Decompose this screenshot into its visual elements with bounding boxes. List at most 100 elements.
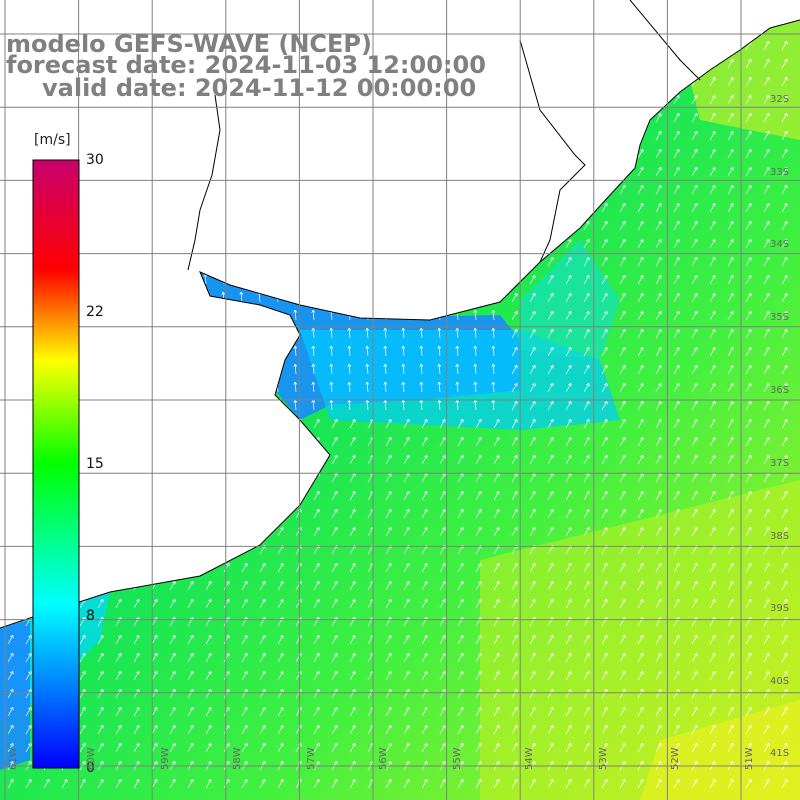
wind-arrow (529, 779, 536, 789)
wind-arrow (637, 95, 644, 105)
wind-arrow (491, 75, 496, 87)
wind-arrow (151, 779, 158, 789)
wind-arrow (241, 473, 248, 483)
wind-arrow (41, 111, 46, 123)
wind-arrow (455, 363, 460, 375)
wind-arrow (421, 653, 428, 663)
wind-arrow (655, 311, 662, 321)
wind-arrow (131, 273, 136, 285)
wind-arrow (547, 779, 554, 789)
wind-arrow (673, 77, 680, 87)
wind-arrow (583, 185, 590, 195)
wind-arrow (257, 183, 262, 195)
wind-arrow (511, 743, 518, 753)
wind-arrow (745, 671, 752, 681)
wind-arrow (349, 491, 356, 501)
wind-arrow (491, 147, 496, 159)
wind-arrow (673, 653, 680, 663)
wind-arrow (23, 147, 28, 159)
wind-arrow (115, 671, 122, 681)
wind-arrow (673, 185, 680, 195)
wind-arrow (403, 455, 410, 465)
colorbar-tick: 8 (86, 608, 95, 624)
wind-arrow (239, 147, 244, 159)
wind-arrow (547, 509, 554, 519)
wind-arrow (583, 95, 590, 105)
wind-arrow (293, 381, 298, 393)
wind-arrow (709, 563, 716, 573)
wind-arrow (115, 437, 122, 447)
wind-arrow (401, 255, 406, 267)
wind-arrow (203, 129, 208, 141)
lat-label: 41S (770, 748, 790, 759)
wind-arrow (455, 291, 460, 303)
wind-arrow (583, 455, 590, 465)
wind-arrow (691, 239, 698, 249)
wind-arrow (473, 219, 478, 231)
wind-arrow (637, 707, 644, 717)
wind-arrow (151, 419, 158, 429)
wind-arrow (691, 743, 698, 753)
wind-arrow (547, 293, 554, 303)
wind-arrow (511, 509, 518, 519)
wind-arrow (709, 221, 716, 231)
wind-arrow (133, 563, 140, 573)
wind-arrow (601, 743, 608, 753)
wind-arrow (637, 743, 644, 753)
wind-arrow (203, 237, 208, 249)
wind-arrow (727, 113, 734, 123)
wind-arrow (529, 671, 536, 681)
wind-arrow (637, 59, 644, 69)
wind-arrow (745, 707, 752, 717)
wind-arrow (311, 309, 316, 321)
wind-arrow (329, 327, 334, 339)
wind-arrow (365, 381, 370, 393)
wind-arrow (709, 599, 716, 609)
wind-arrow (565, 581, 572, 591)
wind-arrow (511, 365, 518, 375)
wind-arrow (133, 653, 140, 663)
wind-arrow (727, 419, 734, 429)
wind-arrow (727, 779, 734, 789)
wind-arrow (529, 41, 536, 51)
lon-label: 60W (86, 747, 97, 770)
wind-arrow (167, 399, 172, 411)
wind-arrow (419, 111, 424, 123)
wind-arrow (547, 347, 554, 357)
wind-arrow (221, 129, 226, 141)
wind-arrow (655, 743, 662, 753)
wind-arrow (637, 293, 644, 303)
wind-arrow (151, 689, 158, 699)
wind-arrow (401, 129, 406, 141)
wind-arrow (691, 167, 698, 177)
wind-arrow (23, 111, 28, 123)
wind-arrow (673, 743, 680, 753)
wind-arrow (745, 635, 752, 645)
wind-arrow (329, 363, 334, 375)
wind-arrow (239, 345, 244, 357)
wind-arrow (185, 399, 190, 411)
wind-arrow (655, 599, 662, 609)
wind-arrow (113, 363, 118, 375)
wind-arrow (781, 275, 788, 285)
wind-arrow (97, 653, 104, 663)
wind-arrow (7, 527, 14, 537)
wind-arrow (511, 113, 518, 123)
wind-arrow (221, 201, 226, 213)
wind-arrow (601, 401, 608, 411)
wind-arrow (745, 239, 752, 249)
wind-arrow (95, 291, 100, 303)
border-line (187, 94, 221, 271)
wind-arrow (383, 165, 388, 177)
wind-arrow (311, 183, 316, 195)
wind-arrow (583, 131, 590, 141)
wind-arrow (185, 309, 190, 321)
wind-arrow (547, 401, 554, 411)
wind-arrow (547, 203, 554, 213)
wind-arrow (277, 743, 284, 753)
wind-arrow (691, 347, 698, 357)
wind-arrow (745, 581, 752, 591)
wind-arrow (727, 329, 734, 339)
wind-arrow (167, 237, 172, 249)
